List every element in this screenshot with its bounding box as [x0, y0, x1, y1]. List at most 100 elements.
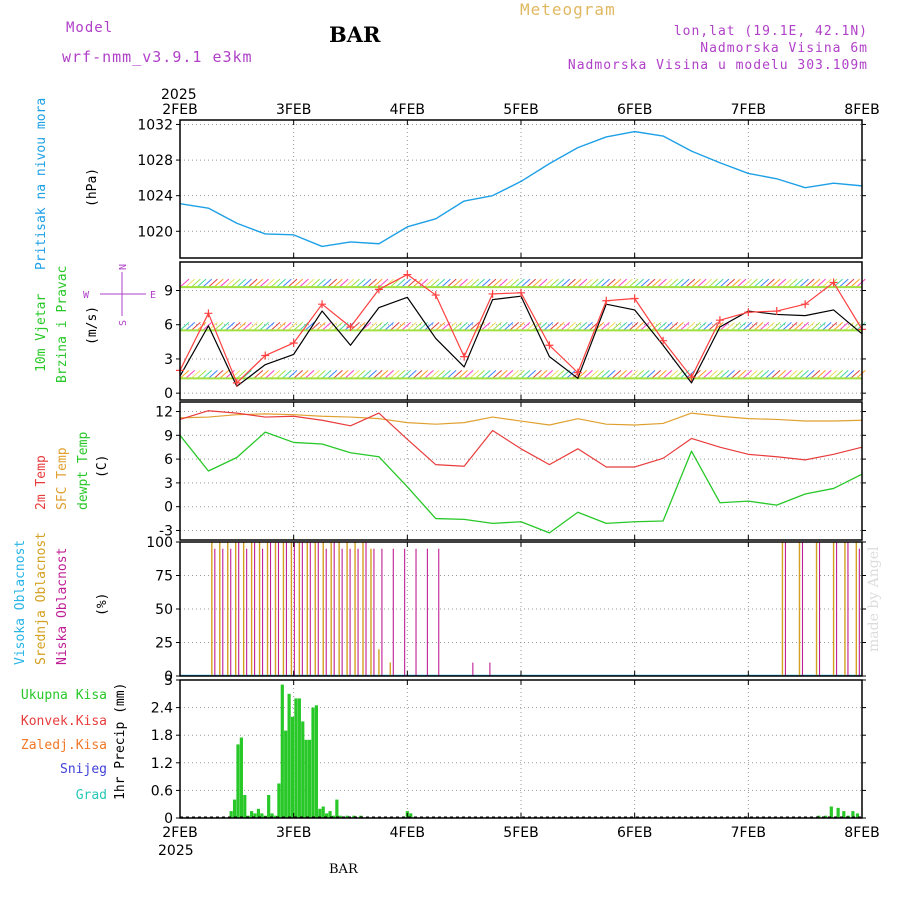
wind-barb-0-92 [702, 278, 713, 288]
wind-barb-1-74 [600, 322, 610, 331]
wind-barb-2-74 [600, 369, 610, 379]
wind-barb-2-50 [463, 369, 474, 379]
precip-bar-41 [836, 807, 840, 818]
precip-bar-6 [250, 811, 254, 818]
precip-bar-1 [232, 799, 237, 818]
precip-bar-24 [311, 707, 315, 818]
wind-barb-2-42 [418, 369, 429, 379]
wind-barb-2-29 [344, 369, 355, 379]
precip-bar-9 [260, 813, 264, 818]
wind-barb-1-90 [691, 322, 701, 331]
station-title: BAR [329, 22, 381, 47]
ytick-label-3-0: 0 [164, 669, 173, 685]
wind-barb-2-23 [310, 369, 321, 379]
meteogram-title: Meteogram [520, 0, 616, 19]
wind-barb-1-7 [219, 322, 230, 331]
wind-barb-0-17 [276, 278, 286, 288]
wind-barb-1-75 [605, 322, 616, 331]
wind-barb-2-51 [469, 369, 480, 379]
wind-barb-0-61 [526, 278, 537, 288]
wind-barb-2-28 [338, 369, 349, 379]
wind-barb-1-22 [304, 322, 315, 331]
precip-bar-13 [273, 815, 278, 818]
wind-barb-2-1 [185, 369, 196, 379]
wind-barb-1-87 [674, 322, 684, 331]
wind-barb-0-27 [333, 278, 343, 288]
wind-barb-2-57 [503, 369, 514, 379]
wind-barb-1-37 [389, 322, 400, 331]
wind-barb-2-26 [327, 369, 338, 379]
wind-barb-2-61 [526, 369, 537, 379]
wind-barb-1-76 [611, 322, 622, 331]
wind-barb-1-83 [651, 322, 662, 331]
wind-barb-1-17 [276, 322, 286, 331]
wind-barb-0-113 [821, 278, 832, 288]
gust-marker-9 [431, 291, 440, 300]
wind-barb-2-60 [520, 369, 531, 379]
wind-barb-2-17 [276, 369, 286, 379]
gust-marker-18 [687, 373, 696, 382]
wind-barb-0-18 [281, 278, 292, 288]
wind-barb-1-111 [810, 322, 821, 331]
wind-barb-1-39 [401, 322, 411, 331]
wind-barb-1-114 [827, 322, 838, 331]
wind-barb-0-1 [185, 278, 196, 288]
wind-barb-0-73 [594, 278, 605, 288]
wind-barb-1-20 [293, 322, 303, 331]
wind-barb-2-6 [213, 369, 224, 379]
wind-barb-2-54 [486, 369, 497, 379]
ytick-label-2--3: -3 [159, 523, 173, 539]
wind-barb-2-15 [264, 369, 275, 379]
wind-barb-0-0 [179, 278, 190, 288]
wind-barb-0-89 [685, 278, 696, 288]
wind-barb-1-101 [753, 322, 764, 331]
wind-barb-2-53 [480, 369, 491, 379]
gust-marker-14 [573, 368, 582, 377]
ytick-label-2-3: 3 [164, 476, 173, 492]
wind-barb-0-117 [844, 278, 855, 288]
wind-barb-0-10 [236, 278, 247, 288]
wind-barb-0-57 [503, 278, 514, 288]
wind-barb-0-110 [804, 278, 815, 288]
wind-barb-0-68 [566, 278, 576, 288]
wind-barb-2-109 [799, 369, 809, 379]
wind-direction-legend: N W E S [83, 264, 156, 326]
wind-barb-0-111 [810, 278, 821, 288]
precip-bar-42 [842, 811, 846, 818]
wind-barb-0-26 [327, 278, 338, 288]
wind-barb-1-16 [270, 322, 281, 331]
precip-bar-22 [304, 739, 308, 818]
wind-barb-2-65 [549, 369, 559, 379]
wind-barb-0-3 [196, 278, 207, 288]
gust-marker-12 [517, 288, 525, 297]
wind-barb-1-97 [730, 322, 741, 331]
legend-konvek: Konvek.Kisa [21, 714, 107, 729]
wind-barb-1-81 [640, 322, 650, 331]
wind-barb-1-91 [696, 322, 707, 331]
wind-barb-2-83 [651, 369, 662, 379]
legend-snijeg: Snijeg [60, 762, 107, 777]
precip-bar-26 [318, 808, 322, 818]
wind-barb-1-104 [770, 322, 781, 331]
wind-barb-0-76 [611, 278, 622, 288]
wind-barb-2-113 [821, 369, 832, 379]
wind-barb-0-97 [730, 278, 741, 288]
precip-bar-21 [301, 721, 305, 818]
wind-barb-1-34 [372, 322, 383, 331]
precip-bar-19 [294, 698, 298, 818]
wind-barb-2-24 [316, 369, 326, 379]
wind-barb-1-63 [537, 322, 548, 331]
wind-barb-0-33 [367, 278, 377, 288]
wind-barb-0-49 [458, 278, 468, 288]
wind-barb-0-100 [748, 278, 758, 288]
wind-barb-0-9 [230, 278, 241, 288]
wind-barb-1-40 [407, 322, 417, 331]
wind-barb-0-65 [549, 278, 559, 288]
precip-bar-14 [277, 783, 281, 818]
x-label-top-6FEB: 6FEB [617, 102, 652, 118]
wind-barb-0-42 [418, 278, 429, 288]
wind-title-line1: 10m Vjetar [34, 294, 49, 372]
wind-barb-1-43 [424, 322, 434, 331]
wind-barb-0-53 [480, 278, 491, 288]
wind-barb-1-51 [469, 322, 480, 331]
